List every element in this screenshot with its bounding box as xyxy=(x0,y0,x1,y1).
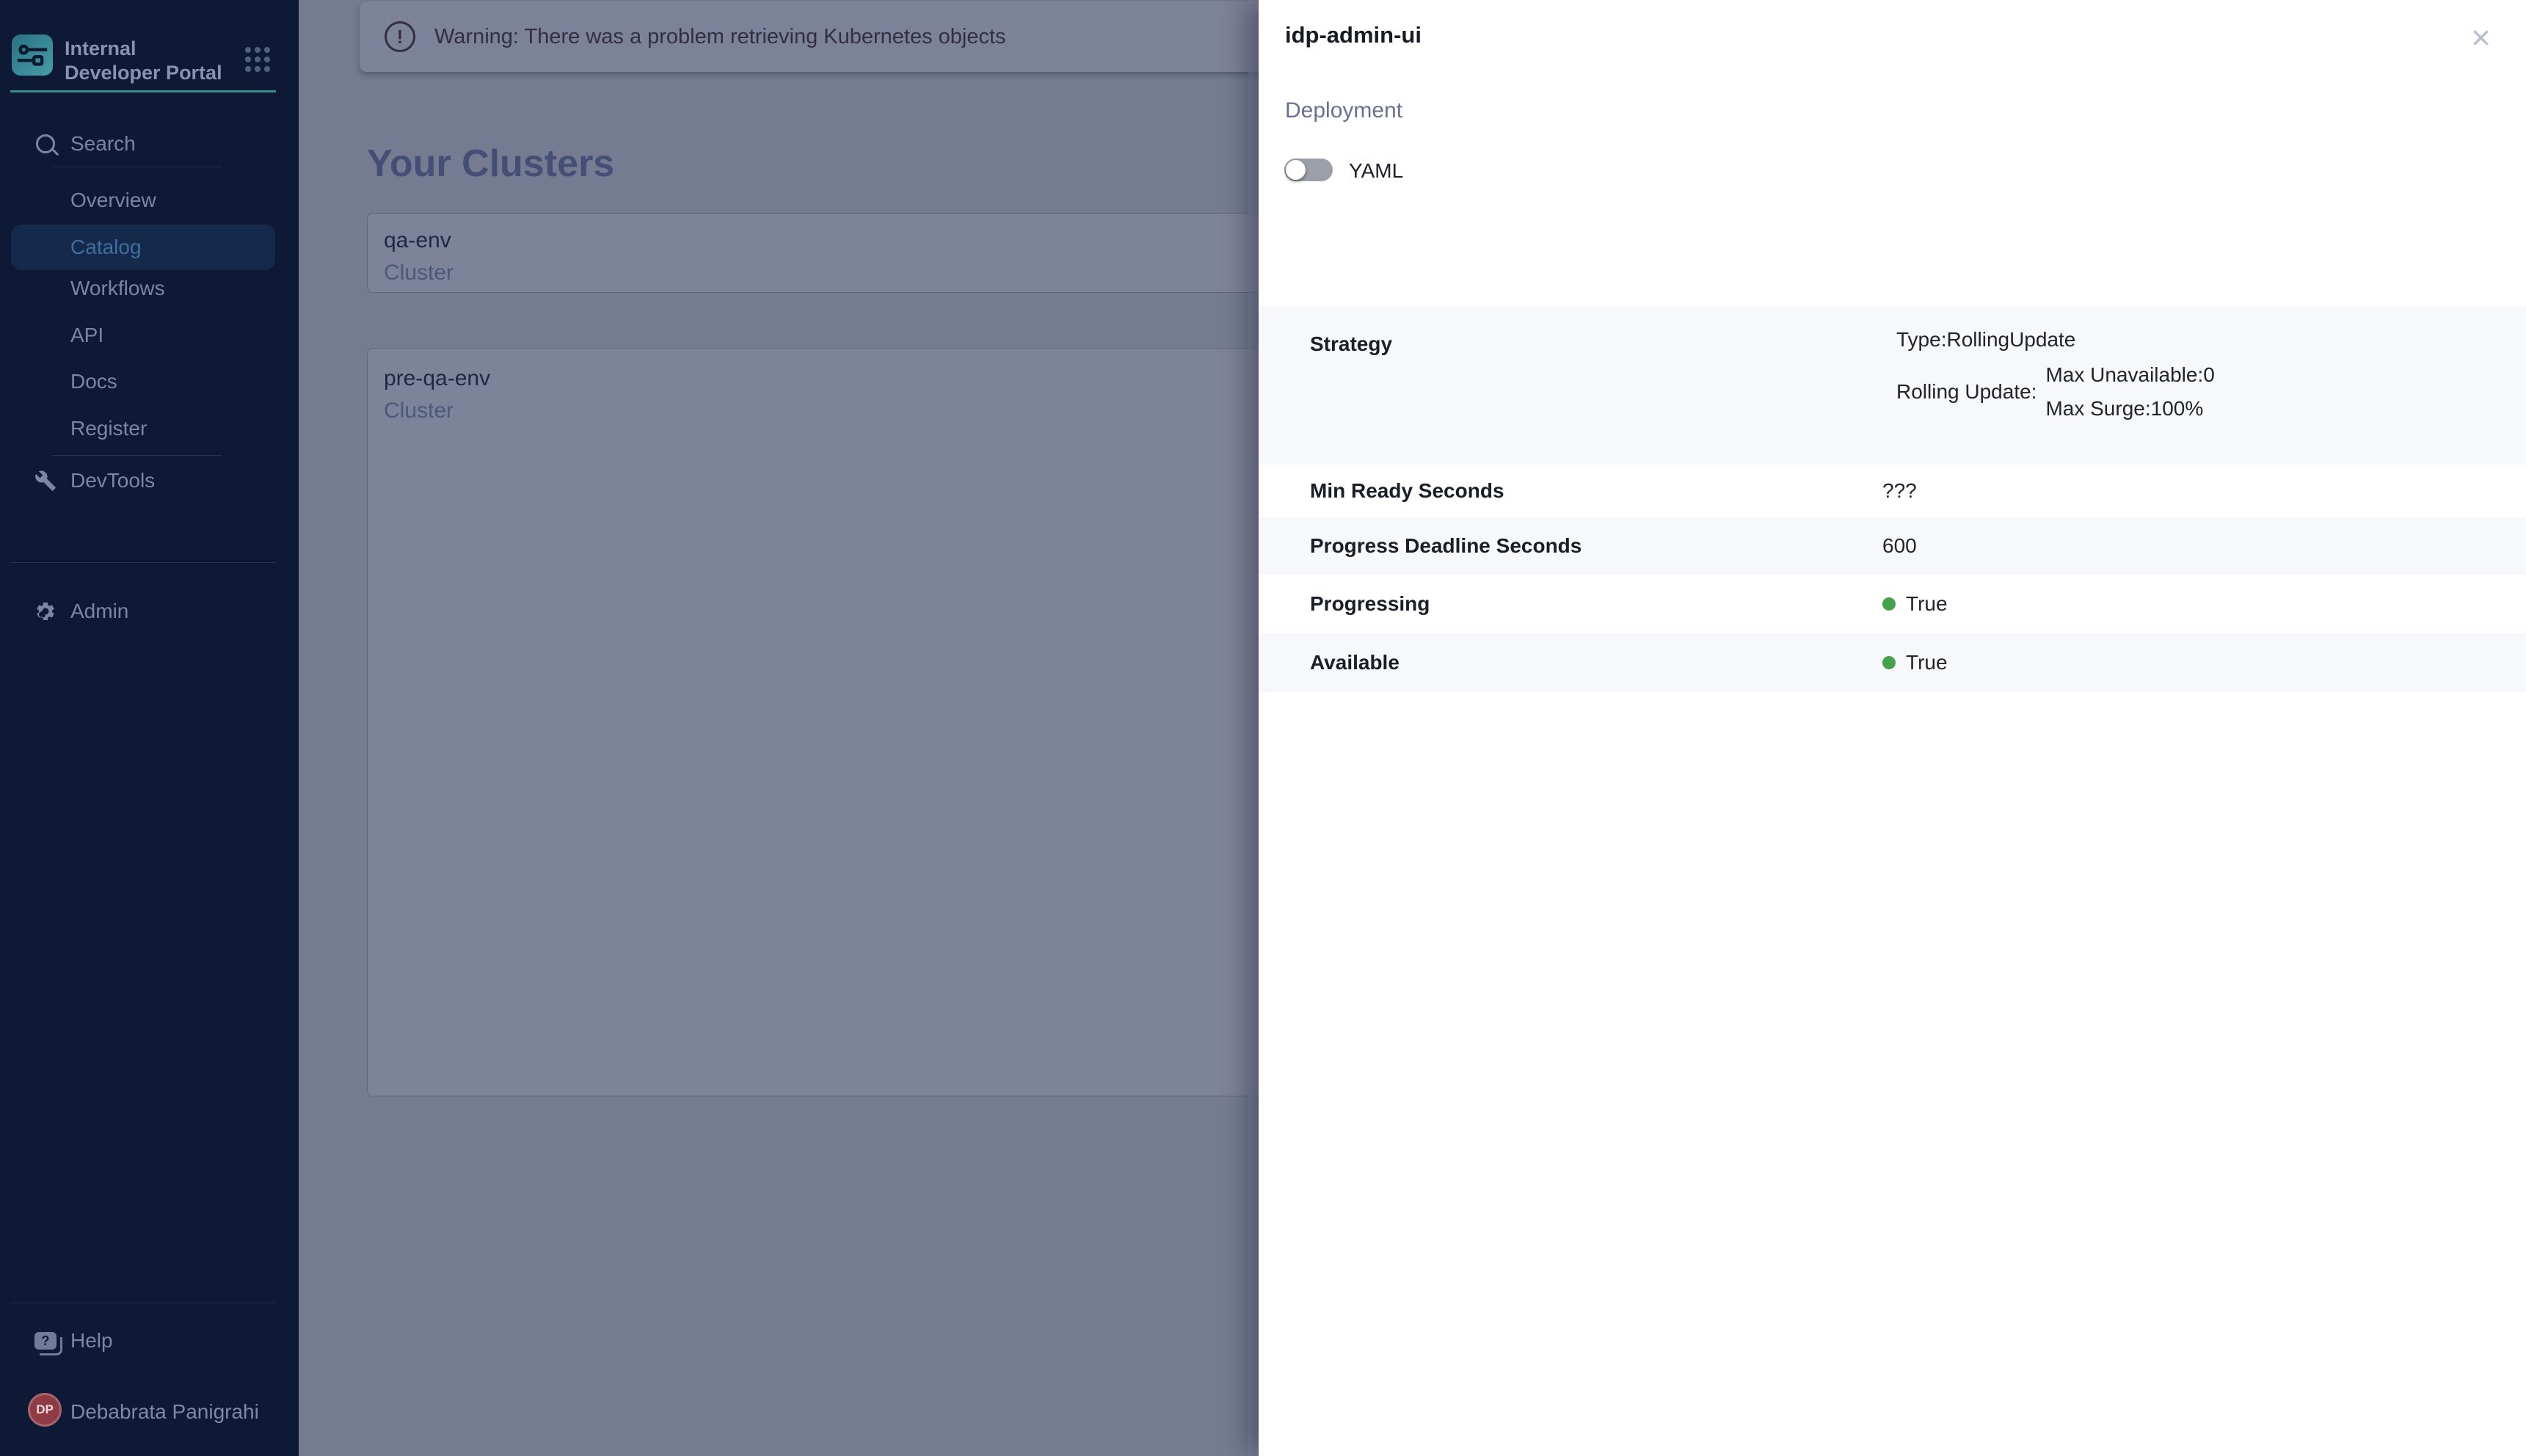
strategy-value: Type:RollingUpdate Rolling Update: Max U… xyxy=(1896,328,2215,421)
sidebar-devtools-label: DevTools xyxy=(70,469,156,492)
row-label: Min Ready Seconds xyxy=(1310,479,1504,502)
rolling-update-label: Rolling Update: xyxy=(1896,380,2037,403)
max-unavailable: Max Unavailable:0 xyxy=(2045,363,2215,386)
sidebar-accent-divider xyxy=(10,90,276,92)
sidebar-divider xyxy=(53,455,222,456)
row-value: ??? xyxy=(1882,479,1917,502)
rolling-update-block: Rolling Update: Max Unavailable:0 Max Su… xyxy=(1896,363,2215,421)
warning-banner-text: Warning: There was a problem retrieving … xyxy=(434,24,1006,48)
progressing-row: Progressing True xyxy=(1259,575,2526,633)
sidebar-admin-label: Admin xyxy=(70,600,129,622)
resource-detail-drawer: idp-admin-ui × Deployment YAML Strategy … xyxy=(1259,0,2526,1456)
sidebar-item-devtools[interactable]: DevTools xyxy=(0,460,299,501)
row-value: True xyxy=(1882,592,1948,616)
sidebar: Internal Developer Portal Search Overvie… xyxy=(0,0,299,1456)
wrench-icon xyxy=(34,469,57,492)
yaml-toggle[interactable] xyxy=(1284,159,1333,181)
close-icon[interactable]: × xyxy=(2471,18,2491,57)
sidebar-item-overview[interactable]: Overview xyxy=(0,180,299,221)
apps-grid-icon[interactable] xyxy=(245,47,251,53)
row-value-text: True xyxy=(1906,592,1948,615)
toggle-knob xyxy=(1286,160,1306,180)
sidebar-item-docs[interactable]: Docs xyxy=(0,361,299,402)
user-name[interactable]: Debabrata Panigrahi xyxy=(70,1400,259,1423)
cluster-kind: Cluster xyxy=(384,398,454,423)
cluster-name: qa-env xyxy=(384,228,451,252)
sidebar-item-label: Docs xyxy=(70,370,117,393)
strategy-row: Strategy Type:RollingUpdate Rolling Upda… xyxy=(1259,306,2526,465)
sidebar-search-label: Search xyxy=(70,132,136,155)
deployment-detail-rows: Strategy Type:RollingUpdate Rolling Upda… xyxy=(1259,306,2526,692)
sidebar-item-catalog[interactable]: Catalog xyxy=(11,225,275,270)
available-row: Available True xyxy=(1259,633,2526,692)
drawer-title: idp-admin-ui xyxy=(1285,22,1422,48)
sidebar-item-label: Overview xyxy=(70,189,156,211)
sidebar-item-label: Workflows xyxy=(70,277,165,299)
sidebar-item-search[interactable]: Search xyxy=(0,123,299,164)
drawer-subtitle: Deployment xyxy=(1285,98,1403,123)
strategy-type: Type:RollingUpdate xyxy=(1896,328,2076,351)
sliders-logo-icon xyxy=(16,39,48,71)
max-surge: Max Surge:100% xyxy=(2045,397,2204,420)
app-logo[interactable] xyxy=(12,34,53,76)
status-true-dot xyxy=(1882,597,1896,611)
sidebar-item-label: API xyxy=(70,324,104,346)
min-ready-seconds-row: Min Ready Seconds ??? xyxy=(1259,465,2526,517)
sidebar-item-admin[interactable]: Admin xyxy=(0,591,299,632)
sidebar-item-api[interactable]: API xyxy=(0,315,299,356)
warning-circle-icon: ! xyxy=(385,21,415,52)
sidebar-item-help[interactable]: ? Help xyxy=(0,1320,299,1361)
sidebar-item-workflows[interactable]: Workflows xyxy=(0,268,299,309)
row-label: Available xyxy=(1310,651,1400,674)
search-icon xyxy=(34,132,57,156)
sidebar-help-label: Help xyxy=(70,1329,113,1352)
sidebar-item-register[interactable]: Register xyxy=(0,408,299,449)
row-label: Progressing xyxy=(1310,592,1430,615)
row-value: True xyxy=(1882,651,1948,674)
progress-deadline-row: Progress Deadline Seconds 600 xyxy=(1259,517,2526,575)
strategy-label: Strategy xyxy=(1310,332,1393,355)
sidebar-section-divider xyxy=(10,562,276,563)
help-chat-icon: ? xyxy=(34,1329,62,1355)
gear-icon xyxy=(34,600,57,623)
yaml-toggle-label: YAML xyxy=(1349,159,1404,182)
row-label: Progress Deadline Seconds xyxy=(1310,534,1582,557)
user-avatar[interactable]: DP xyxy=(28,1393,62,1427)
row-value-text: True xyxy=(1906,651,1948,674)
app-title: Internal Developer Portal xyxy=(65,37,222,84)
sidebar-item-label: Register xyxy=(70,417,148,440)
row-value: 600 xyxy=(1882,534,1917,557)
status-true-dot xyxy=(1882,656,1896,669)
sidebar-item-label: Catalog xyxy=(70,236,142,258)
page-title: Your Clusters xyxy=(367,142,615,185)
cluster-name: pre-qa-env xyxy=(384,366,491,390)
main-scrollbar[interactable] xyxy=(1248,0,1258,1456)
cluster-kind: Cluster xyxy=(384,261,454,285)
